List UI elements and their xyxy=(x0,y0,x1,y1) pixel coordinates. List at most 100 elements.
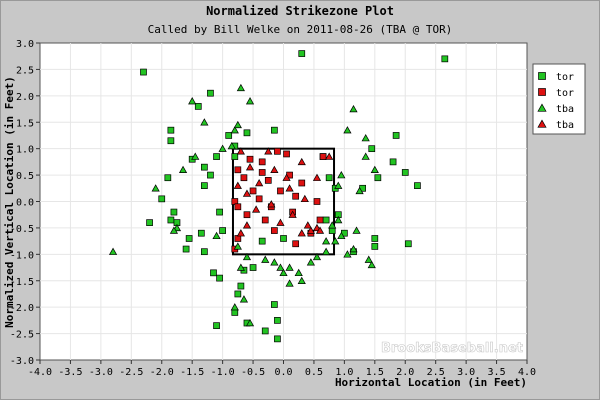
square-point-ball xyxy=(392,132,400,139)
x-tick-label: 0.5 xyxy=(305,367,323,378)
y-tick-label: -1.0 xyxy=(10,250,34,261)
square-point-ball xyxy=(207,89,214,97)
legend-label: tor xyxy=(556,88,574,99)
x-tick-label: 3.5 xyxy=(488,367,506,378)
legend-marker-triangle-strike xyxy=(537,119,547,128)
triangle-point-strike xyxy=(270,165,279,173)
square-point-ball xyxy=(185,235,193,242)
triangle-point-ball xyxy=(352,226,361,234)
triangle-point-strike xyxy=(236,229,245,237)
triangle-point-ball xyxy=(349,244,358,253)
square-point-ball xyxy=(201,163,208,171)
y-tick-label: -3.0 xyxy=(10,356,34,367)
x-tick-label: 1.5 xyxy=(366,367,384,378)
triangle-point-ball xyxy=(349,104,358,113)
square-point-strike xyxy=(234,166,242,174)
triangle-point-ball xyxy=(169,226,179,234)
triangle-point-ball xyxy=(270,258,279,266)
pitch-points xyxy=(108,50,449,343)
triangle-point-strike xyxy=(285,184,294,192)
triangle-point-ball xyxy=(218,144,227,152)
square-point-ball xyxy=(274,317,281,324)
triangle-point-strike xyxy=(242,189,252,197)
square-point-ball xyxy=(298,50,306,57)
triangle-point-ball xyxy=(230,303,239,311)
triangle-point-strike xyxy=(300,194,309,203)
triangle-point-ball xyxy=(178,165,188,173)
square-point-ball xyxy=(258,237,266,245)
triangle-point-ball xyxy=(306,258,315,266)
triangle-point-ball xyxy=(294,268,303,277)
triangle-point-ball xyxy=(322,237,331,245)
square-point-ball xyxy=(368,145,376,153)
triangle-point-strike xyxy=(297,157,306,166)
y-tick-label: -0.5 xyxy=(10,224,34,235)
triangle-point-ball xyxy=(355,186,364,195)
chart-title: Normalized Strikezone Plot xyxy=(206,4,394,18)
square-point-ball xyxy=(401,169,409,176)
triangle-point-ball xyxy=(343,126,352,134)
square-point-ball xyxy=(371,243,379,250)
triangle-point-ball xyxy=(334,181,343,189)
legend-marker-triangle-ball xyxy=(537,103,547,112)
square-point-ball xyxy=(167,126,175,134)
triangle-point-strike xyxy=(233,181,242,189)
triangle-point-strike xyxy=(282,173,291,181)
square-point-ball xyxy=(167,137,175,145)
square-point-ball xyxy=(249,264,257,271)
triangle-point-strike xyxy=(267,200,276,208)
triangle-point-strike xyxy=(297,229,306,237)
triangle-point-strike xyxy=(312,173,322,181)
triangle-point-strike xyxy=(245,163,255,171)
triangle-point-ball xyxy=(151,184,160,192)
square-point-ball xyxy=(280,235,287,242)
square-point-strike xyxy=(274,147,281,155)
axis-ticks: -4.0 -3.5 -3.0 -2.5 -2.0 -1.5 -1.0 -0.5 0.0 0.5 1.… xyxy=(10,39,536,378)
x-tick-label: 3.0 xyxy=(457,367,475,378)
x-axis-label: Horizontal Location (in Feet) xyxy=(335,376,527,389)
triangle-point-ball xyxy=(361,134,370,142)
triangle-point-ball xyxy=(361,152,370,160)
square-point-ball xyxy=(371,235,379,242)
triangle-point-ball xyxy=(285,279,294,287)
square-point-strike xyxy=(240,174,248,182)
x-tick-label: -0.5 xyxy=(241,367,265,378)
triangle-point-strike xyxy=(242,221,252,229)
chart-subtitle: Called by Bill Welke on 2011-08-26 (TBA … xyxy=(148,23,453,36)
y-tick-label: 3.0 xyxy=(16,39,34,50)
square-point-strike xyxy=(246,155,254,163)
square-point-ball xyxy=(194,103,202,110)
square-point-strike xyxy=(234,203,242,211)
square-point-ball xyxy=(322,216,330,224)
triangle-point-ball xyxy=(364,255,373,263)
y-tick-label: 0.5 xyxy=(16,171,34,182)
square-point-ball xyxy=(216,274,223,282)
triangle-point-ball xyxy=(242,252,252,261)
square-point-strike xyxy=(313,198,321,205)
legend-label: tor xyxy=(556,72,574,83)
y-tick-label: 0.0 xyxy=(16,198,34,209)
square-point-strike xyxy=(292,240,300,248)
triangle-point-ball xyxy=(337,231,346,240)
square-point-ball xyxy=(201,182,208,189)
square-point-ball xyxy=(225,132,233,139)
square-point-strike xyxy=(283,150,290,158)
x-tick-label: -2.5 xyxy=(119,367,143,378)
square-point-ball xyxy=(231,153,239,160)
square-point-strike xyxy=(271,227,278,234)
triangle-point-ball xyxy=(297,276,306,284)
triangle-point-strike xyxy=(264,147,273,155)
square-point-strike xyxy=(249,187,257,195)
square-point-ball xyxy=(216,208,223,216)
triangle-point-strike xyxy=(306,226,315,234)
square-point-strike xyxy=(316,216,324,224)
y-tick-label: 2.5 xyxy=(16,65,34,76)
square-point-ball xyxy=(213,153,220,160)
triangle-point-ball xyxy=(279,268,288,277)
legend-marker-square-strike xyxy=(538,88,546,96)
triangle-point-strike xyxy=(255,178,264,187)
triangle-point-ball xyxy=(108,247,118,255)
square-point-strike xyxy=(258,169,266,176)
triangle-point-ball xyxy=(276,263,285,271)
square-point-ball xyxy=(210,269,217,277)
